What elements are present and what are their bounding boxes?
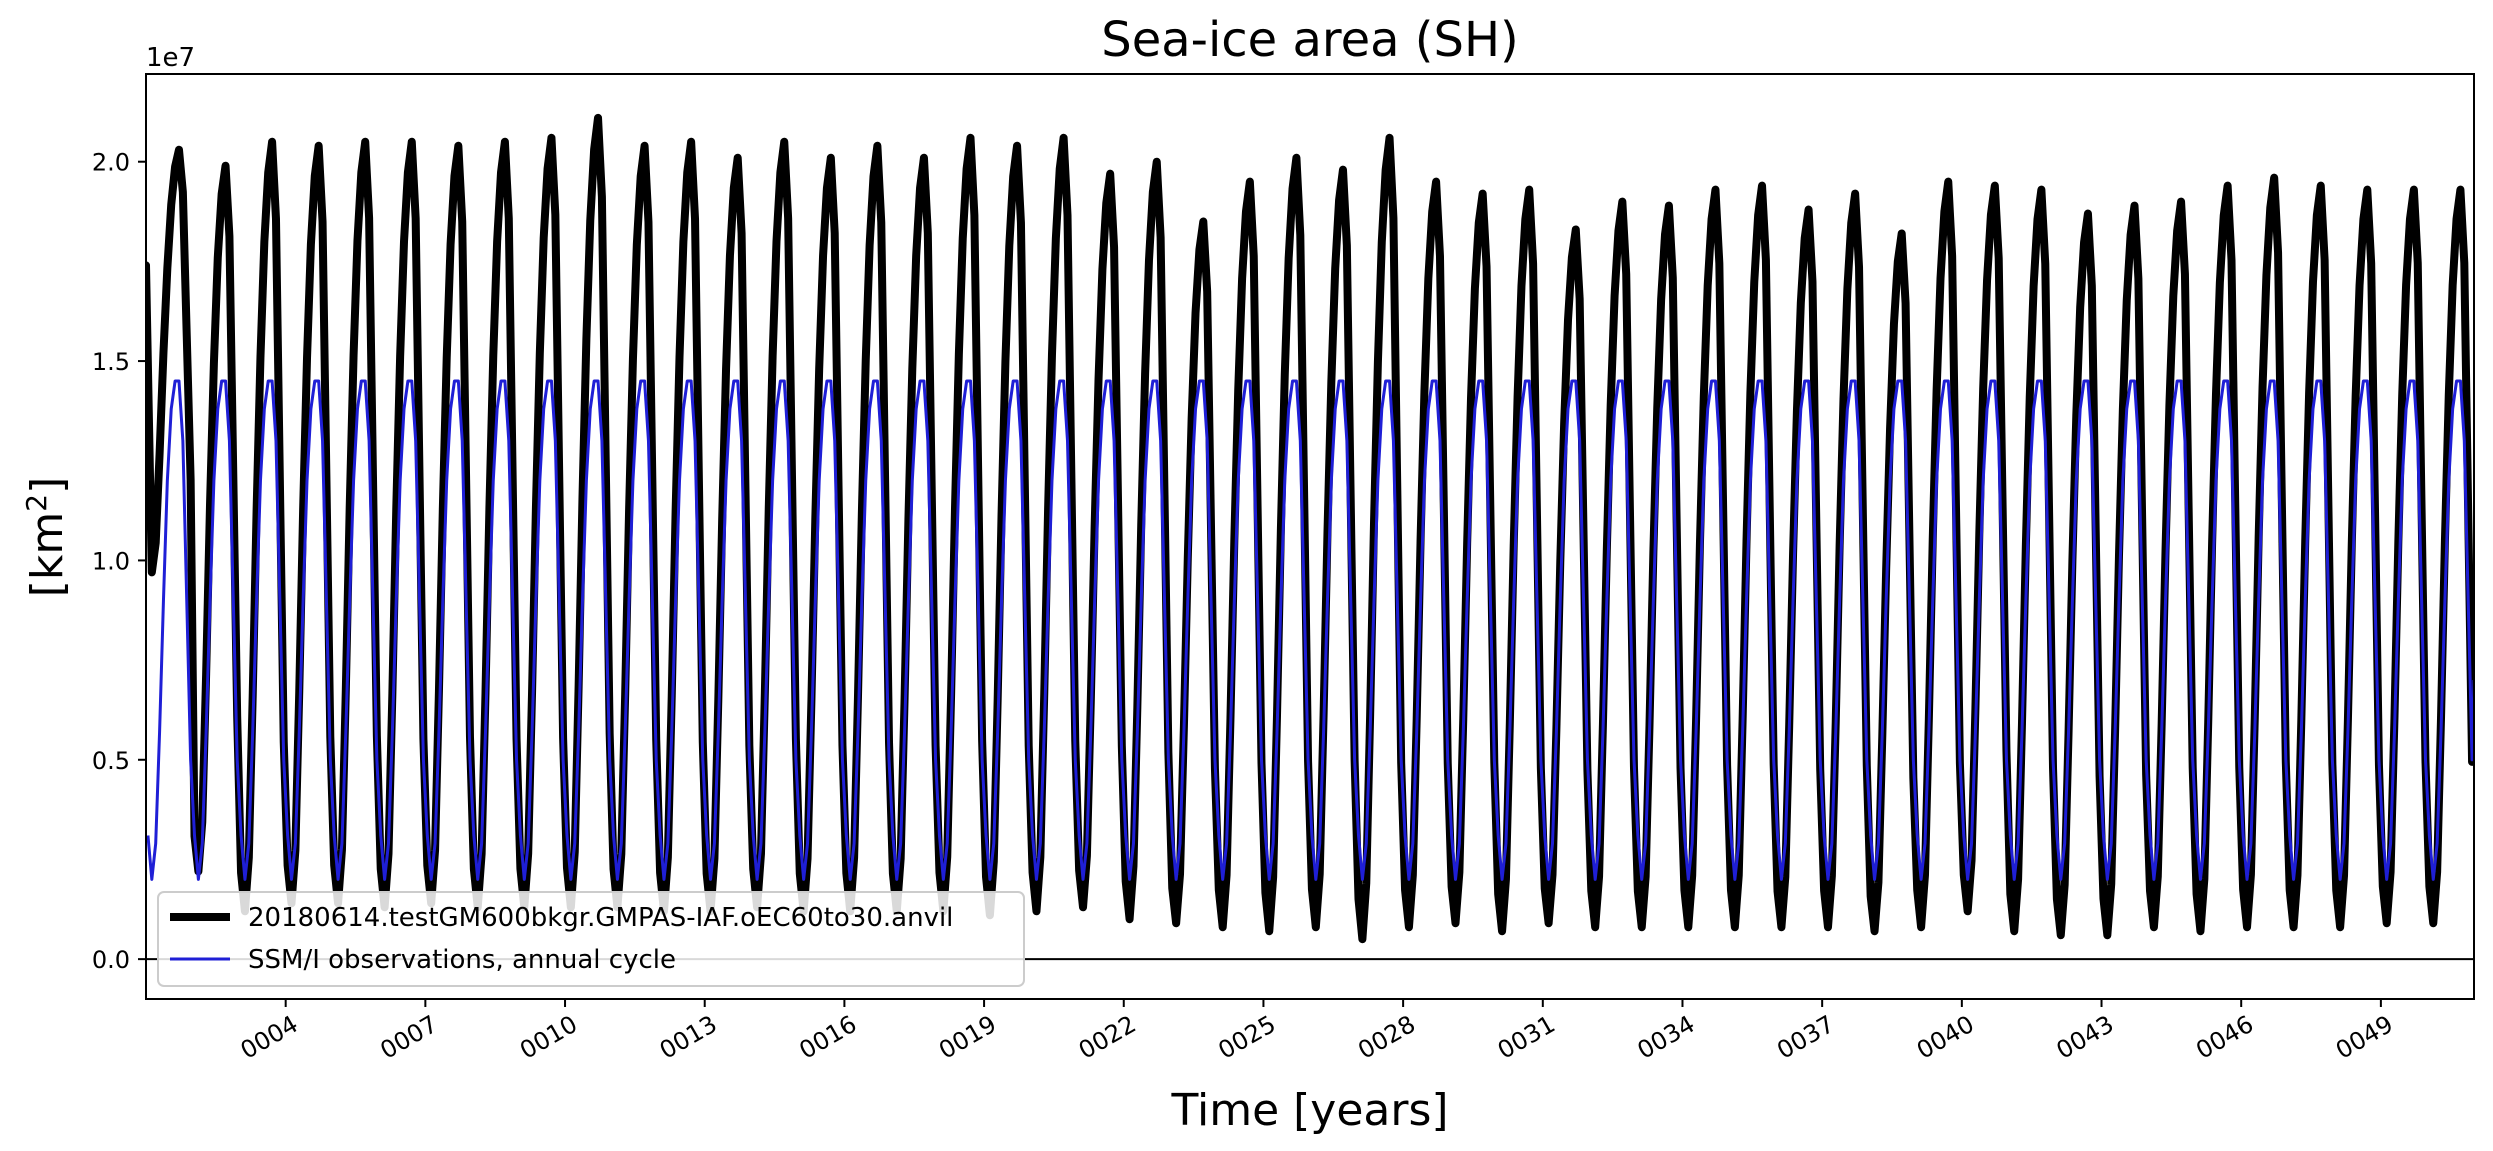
legend-label-observations: SSM/I observations, annual cycle [248,945,676,975]
y-axis-title-prefix: [km [22,512,73,598]
y-tick-label: 0.0 [92,946,130,974]
y-tick-label: 1.5 [92,348,130,376]
legend-label-model: 20180614.testGM600bkgr.GMPAS-IAF.oEC60to… [248,903,953,933]
y-offset-label: 1e7 [146,43,195,73]
plot-frame [145,73,2475,1000]
legend-box [157,891,1025,987]
y-tick-label: 0.5 [92,747,130,775]
series-line-model [146,113,2474,944]
y-tick-label: 2.0 [92,149,130,177]
y-tick-label: 1.0 [92,547,130,575]
y-axis-title-suffix: ] [22,477,73,494]
series-line-observations [146,379,2474,881]
chart-title: Sea-ice area (SH) [1101,12,1519,68]
y-axis: 0.0 0.5 1.0 1.5 2.0 [92,149,146,974]
y-axis-title: [km2] [20,477,73,598]
x-axis-title: Time [years] [1170,1085,1448,1136]
legend: 20180614.testGM600bkgr.GMPAS-IAF.oEC60to… [157,891,1025,987]
y-axis-title-superscript: 2 [20,494,53,512]
